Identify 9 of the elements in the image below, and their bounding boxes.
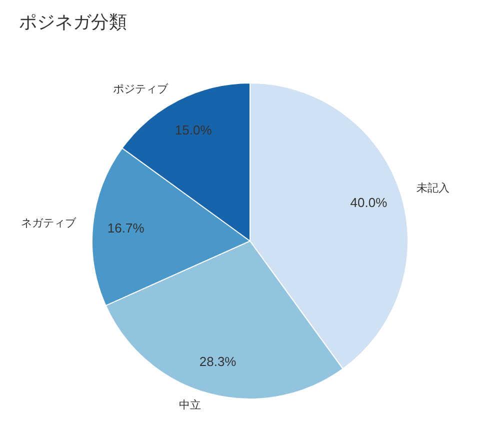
- data-label: 16.7%: [107, 220, 145, 236]
- data-label: 28.3%: [199, 354, 237, 370]
- data-label: 15.0%: [174, 122, 212, 138]
- slice-label: ポジティブ: [112, 82, 169, 96]
- slice-label: 中立: [179, 398, 202, 412]
- data-label: 40.0%: [350, 194, 388, 210]
- slice-label: ネガティブ: [20, 216, 77, 230]
- slice-label: 未記入: [416, 181, 450, 194]
- chart-title: ポジネガ分類: [19, 12, 127, 32]
